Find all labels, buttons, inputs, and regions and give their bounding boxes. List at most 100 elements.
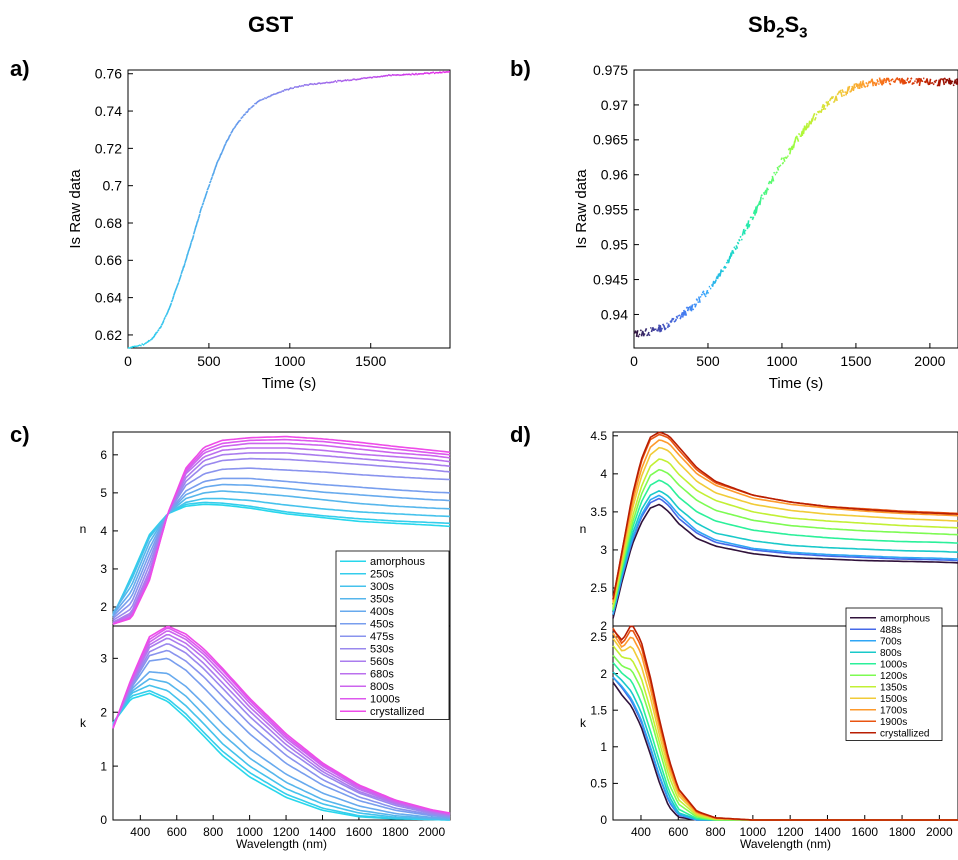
chart-b-data-segment bbox=[953, 79, 957, 84]
chart-b-data-segment bbox=[760, 194, 763, 197]
chart-a-ytick-label: 0.64 bbox=[95, 290, 122, 306]
chart-a-data-segment bbox=[329, 81, 332, 84]
chart-a-data-segment bbox=[418, 72, 421, 75]
chart-d-n-series-line bbox=[612, 490, 958, 611]
chart-b-data-segment bbox=[738, 238, 741, 242]
chart-b-data-segment bbox=[771, 175, 775, 182]
chart-b-data-segment bbox=[836, 92, 839, 96]
chart-a-data-segment bbox=[323, 81, 326, 84]
chart-b-data-segment bbox=[653, 328, 656, 331]
chart-b-data-segment bbox=[951, 80, 954, 83]
chart-b-data-segment bbox=[780, 157, 783, 161]
chart-b-data-segment bbox=[787, 147, 791, 151]
chart-a-data-segment bbox=[199, 208, 202, 214]
chart-a-data-segment bbox=[231, 128, 235, 133]
chart-b-data-segment bbox=[826, 100, 830, 107]
chart-a-data-segment bbox=[196, 218, 200, 223]
chart-b-data-segment bbox=[666, 323, 670, 329]
chart-a-data-segment bbox=[217, 157, 221, 161]
chart-a-data-segment bbox=[186, 250, 190, 256]
chart-a-data-segment bbox=[352, 77, 356, 81]
chart-a-data-segment bbox=[166, 308, 170, 313]
chart-a-data-segment bbox=[189, 242, 192, 248]
chart-b-data-segment bbox=[856, 83, 860, 90]
chart-a-data-segment bbox=[206, 187, 210, 191]
chart-c-legend-label: crystallized bbox=[370, 706, 424, 718]
chart-b-data-segment bbox=[842, 94, 846, 97]
chart-a-data-segment bbox=[222, 145, 226, 150]
chart-b-data-segment bbox=[675, 315, 679, 319]
chart-a-data-segment bbox=[313, 82, 316, 85]
chart-a-data-segment bbox=[185, 254, 189, 260]
chart-a-data-segment bbox=[228, 133, 232, 137]
chart-a-data-segment bbox=[364, 76, 367, 80]
chart-b-xtick-label: 500 bbox=[696, 353, 720, 369]
chart-b-data-segment bbox=[813, 116, 817, 121]
chart-b-data-segment bbox=[949, 79, 953, 85]
chart-a-xlabel: Time (s) bbox=[262, 375, 316, 392]
chart-a-data-segment bbox=[247, 108, 251, 112]
panel-label-a: a) bbox=[10, 56, 30, 81]
chart-a-data-segment bbox=[376, 75, 379, 78]
chart-a-data-segment bbox=[443, 71, 446, 74]
chart-a-data-segment bbox=[272, 93, 275, 96]
chart-c-k-ytick-label: 1 bbox=[100, 759, 107, 773]
chart-d-n-ytick-label: 4.5 bbox=[590, 429, 607, 443]
chart-b-data-segment bbox=[862, 82, 866, 88]
chart-c-n-series-line bbox=[112, 435, 451, 625]
chart-a-data-segment bbox=[267, 95, 270, 98]
chart-c-xlabel: Wavelength (nm) bbox=[236, 837, 327, 851]
chart-b-data-segment bbox=[942, 78, 946, 86]
chart-d-n-ytick-label: 3.5 bbox=[590, 505, 607, 519]
chart-a-data-segment bbox=[330, 81, 333, 84]
chart-c-k-series-line bbox=[112, 684, 451, 821]
chart-b-data-segment bbox=[695, 298, 699, 302]
chart-a-data-segment bbox=[178, 277, 181, 283]
chart-c-k-series-line bbox=[112, 657, 451, 819]
chart-b-ytick-label: 0.965 bbox=[593, 132, 628, 148]
chart-a-data-segment bbox=[328, 81, 331, 84]
chart-b-data-segment bbox=[868, 81, 872, 84]
chart-a-data-segment bbox=[211, 172, 215, 177]
chart-b-data-segment bbox=[785, 156, 788, 160]
chart-d-n-series-line bbox=[612, 431, 958, 600]
chart-b-data-segment bbox=[821, 103, 825, 109]
chart-c-k-xtick-label: 1800 bbox=[382, 825, 409, 839]
chart-a-data-segment bbox=[187, 246, 191, 252]
chart-a-data-segment bbox=[164, 314, 168, 318]
chart-b-data-segment bbox=[633, 331, 636, 334]
chart-b-data-segment bbox=[736, 241, 740, 245]
chart-b-data-segment bbox=[775, 171, 778, 174]
chart-a-data-segment bbox=[220, 151, 223, 156]
chart-b-data-segment bbox=[684, 310, 688, 316]
chart-a-ylabel: Is Raw data bbox=[67, 169, 84, 249]
chart-d-legend-box bbox=[845, 607, 943, 741]
chart-b-data-segment bbox=[765, 187, 769, 195]
chart-a-data-segment bbox=[395, 73, 398, 77]
chart-c-n-ytick-label: 2 bbox=[100, 600, 107, 614]
chart-b-data-segment bbox=[937, 79, 941, 87]
chart-b-xtick-label: 0 bbox=[630, 353, 638, 369]
chart-b-data-segment bbox=[700, 293, 704, 296]
chart-b-data-segment bbox=[779, 164, 782, 167]
chart-b-data-segment bbox=[917, 77, 921, 83]
chart-b-data-segment bbox=[801, 128, 805, 136]
chart-a-data-segment bbox=[288, 87, 291, 91]
chart-a-data-segment bbox=[173, 291, 176, 296]
chart-c-legend-label: 400s bbox=[370, 606, 394, 618]
chart-b-data-segment bbox=[781, 161, 785, 165]
chart-a-data-segment bbox=[385, 74, 388, 77]
chart-a-data-segment bbox=[243, 112, 247, 116]
chart-b-data-segment bbox=[928, 78, 932, 86]
chart-b-data-segment bbox=[907, 80, 911, 84]
chart-a-data-segment bbox=[277, 91, 280, 94]
chart-a-data-segment bbox=[174, 288, 178, 293]
chart-a-data-segment bbox=[157, 329, 160, 332]
chart-c-legend-box bbox=[335, 550, 450, 720]
chart-a-data-segment bbox=[204, 194, 207, 199]
chart-a-data-segment bbox=[200, 205, 204, 209]
title-sub-3: 3 bbox=[799, 24, 808, 42]
chart-c-k-series-line bbox=[112, 689, 451, 821]
chart-b-data-segment bbox=[745, 223, 749, 227]
chart-b-data-segment bbox=[916, 78, 919, 84]
